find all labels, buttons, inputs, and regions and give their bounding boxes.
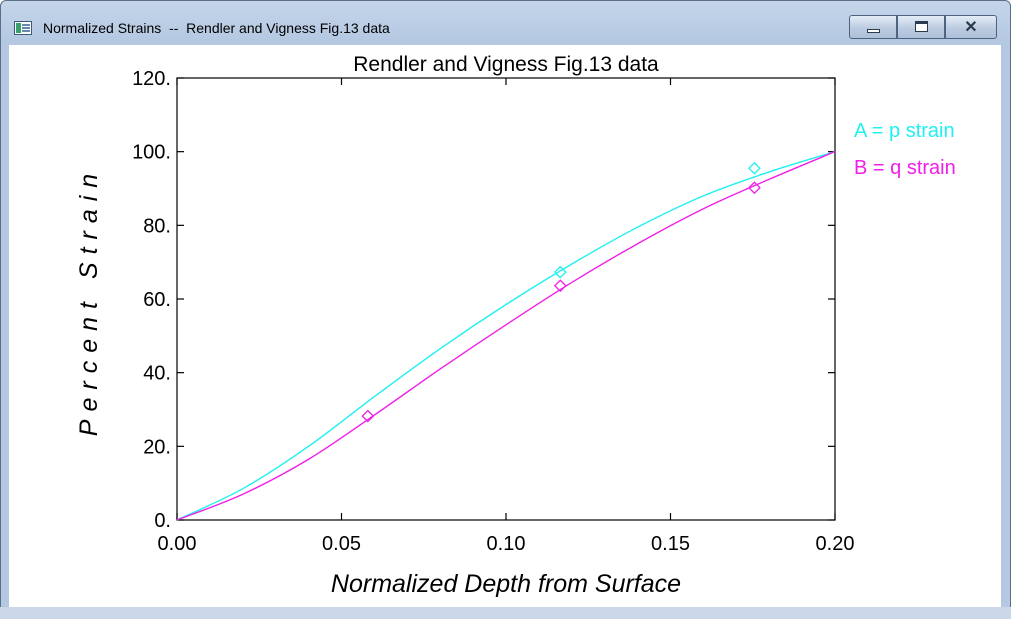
data-point-marker xyxy=(747,161,761,175)
x-tick-label: 0.05 xyxy=(322,533,361,555)
data-point-marker xyxy=(747,181,761,195)
plot-area: Rendler and Vigness Fig.13 data 0.00 0.05 0… xyxy=(9,45,1001,608)
window-title: Normalized Strains -- Rendler and Vignes… xyxy=(43,20,390,36)
data-point-marker xyxy=(361,409,375,423)
chart: Rendler and Vigness Fig.13 data 0.00 0.05 0… xyxy=(75,53,956,598)
y-tick-label: 60. xyxy=(143,289,171,311)
title-bar[interactable]: Normalized Strains -- Rendler and Vignes… xyxy=(1,1,1010,45)
window-bottom-edge xyxy=(0,607,1011,619)
minimize-button[interactable] xyxy=(849,15,897,39)
y-tick-label: 20. xyxy=(143,436,171,458)
y-tick-label: 80. xyxy=(143,215,171,237)
plot-frame xyxy=(176,77,836,521)
y-tick-label: 120. xyxy=(132,68,171,90)
app-window-icon[interactable] xyxy=(14,21,32,35)
series-line-b xyxy=(176,151,836,521)
data-point-marker xyxy=(553,279,567,293)
y-tick-label: 0. xyxy=(154,510,171,532)
series-line-a xyxy=(176,150,836,521)
y-tick-label: 100. xyxy=(132,142,171,164)
maximize-button[interactable] xyxy=(897,15,945,39)
x-tick-label: 0.20 xyxy=(816,533,855,555)
legend-entry: B = q strain xyxy=(854,157,956,179)
close-button[interactable]: ✕ xyxy=(945,15,997,39)
y-axis-label: Percent Strain xyxy=(75,166,103,436)
close-icon: ✕ xyxy=(964,19,978,36)
x-tick-label: 0.00 xyxy=(158,533,197,555)
x-axis-label: Normalized Depth from Surface xyxy=(331,570,681,598)
x-tick-label: 0.15 xyxy=(651,533,690,555)
data-point-marker xyxy=(553,265,567,279)
legend-entry: A = p strain xyxy=(854,120,955,142)
x-tick-label: 0.10 xyxy=(487,533,526,555)
y-tick-label: 40. xyxy=(143,363,171,385)
chart-title: Rendler and Vigness Fig.13 data xyxy=(353,53,659,76)
